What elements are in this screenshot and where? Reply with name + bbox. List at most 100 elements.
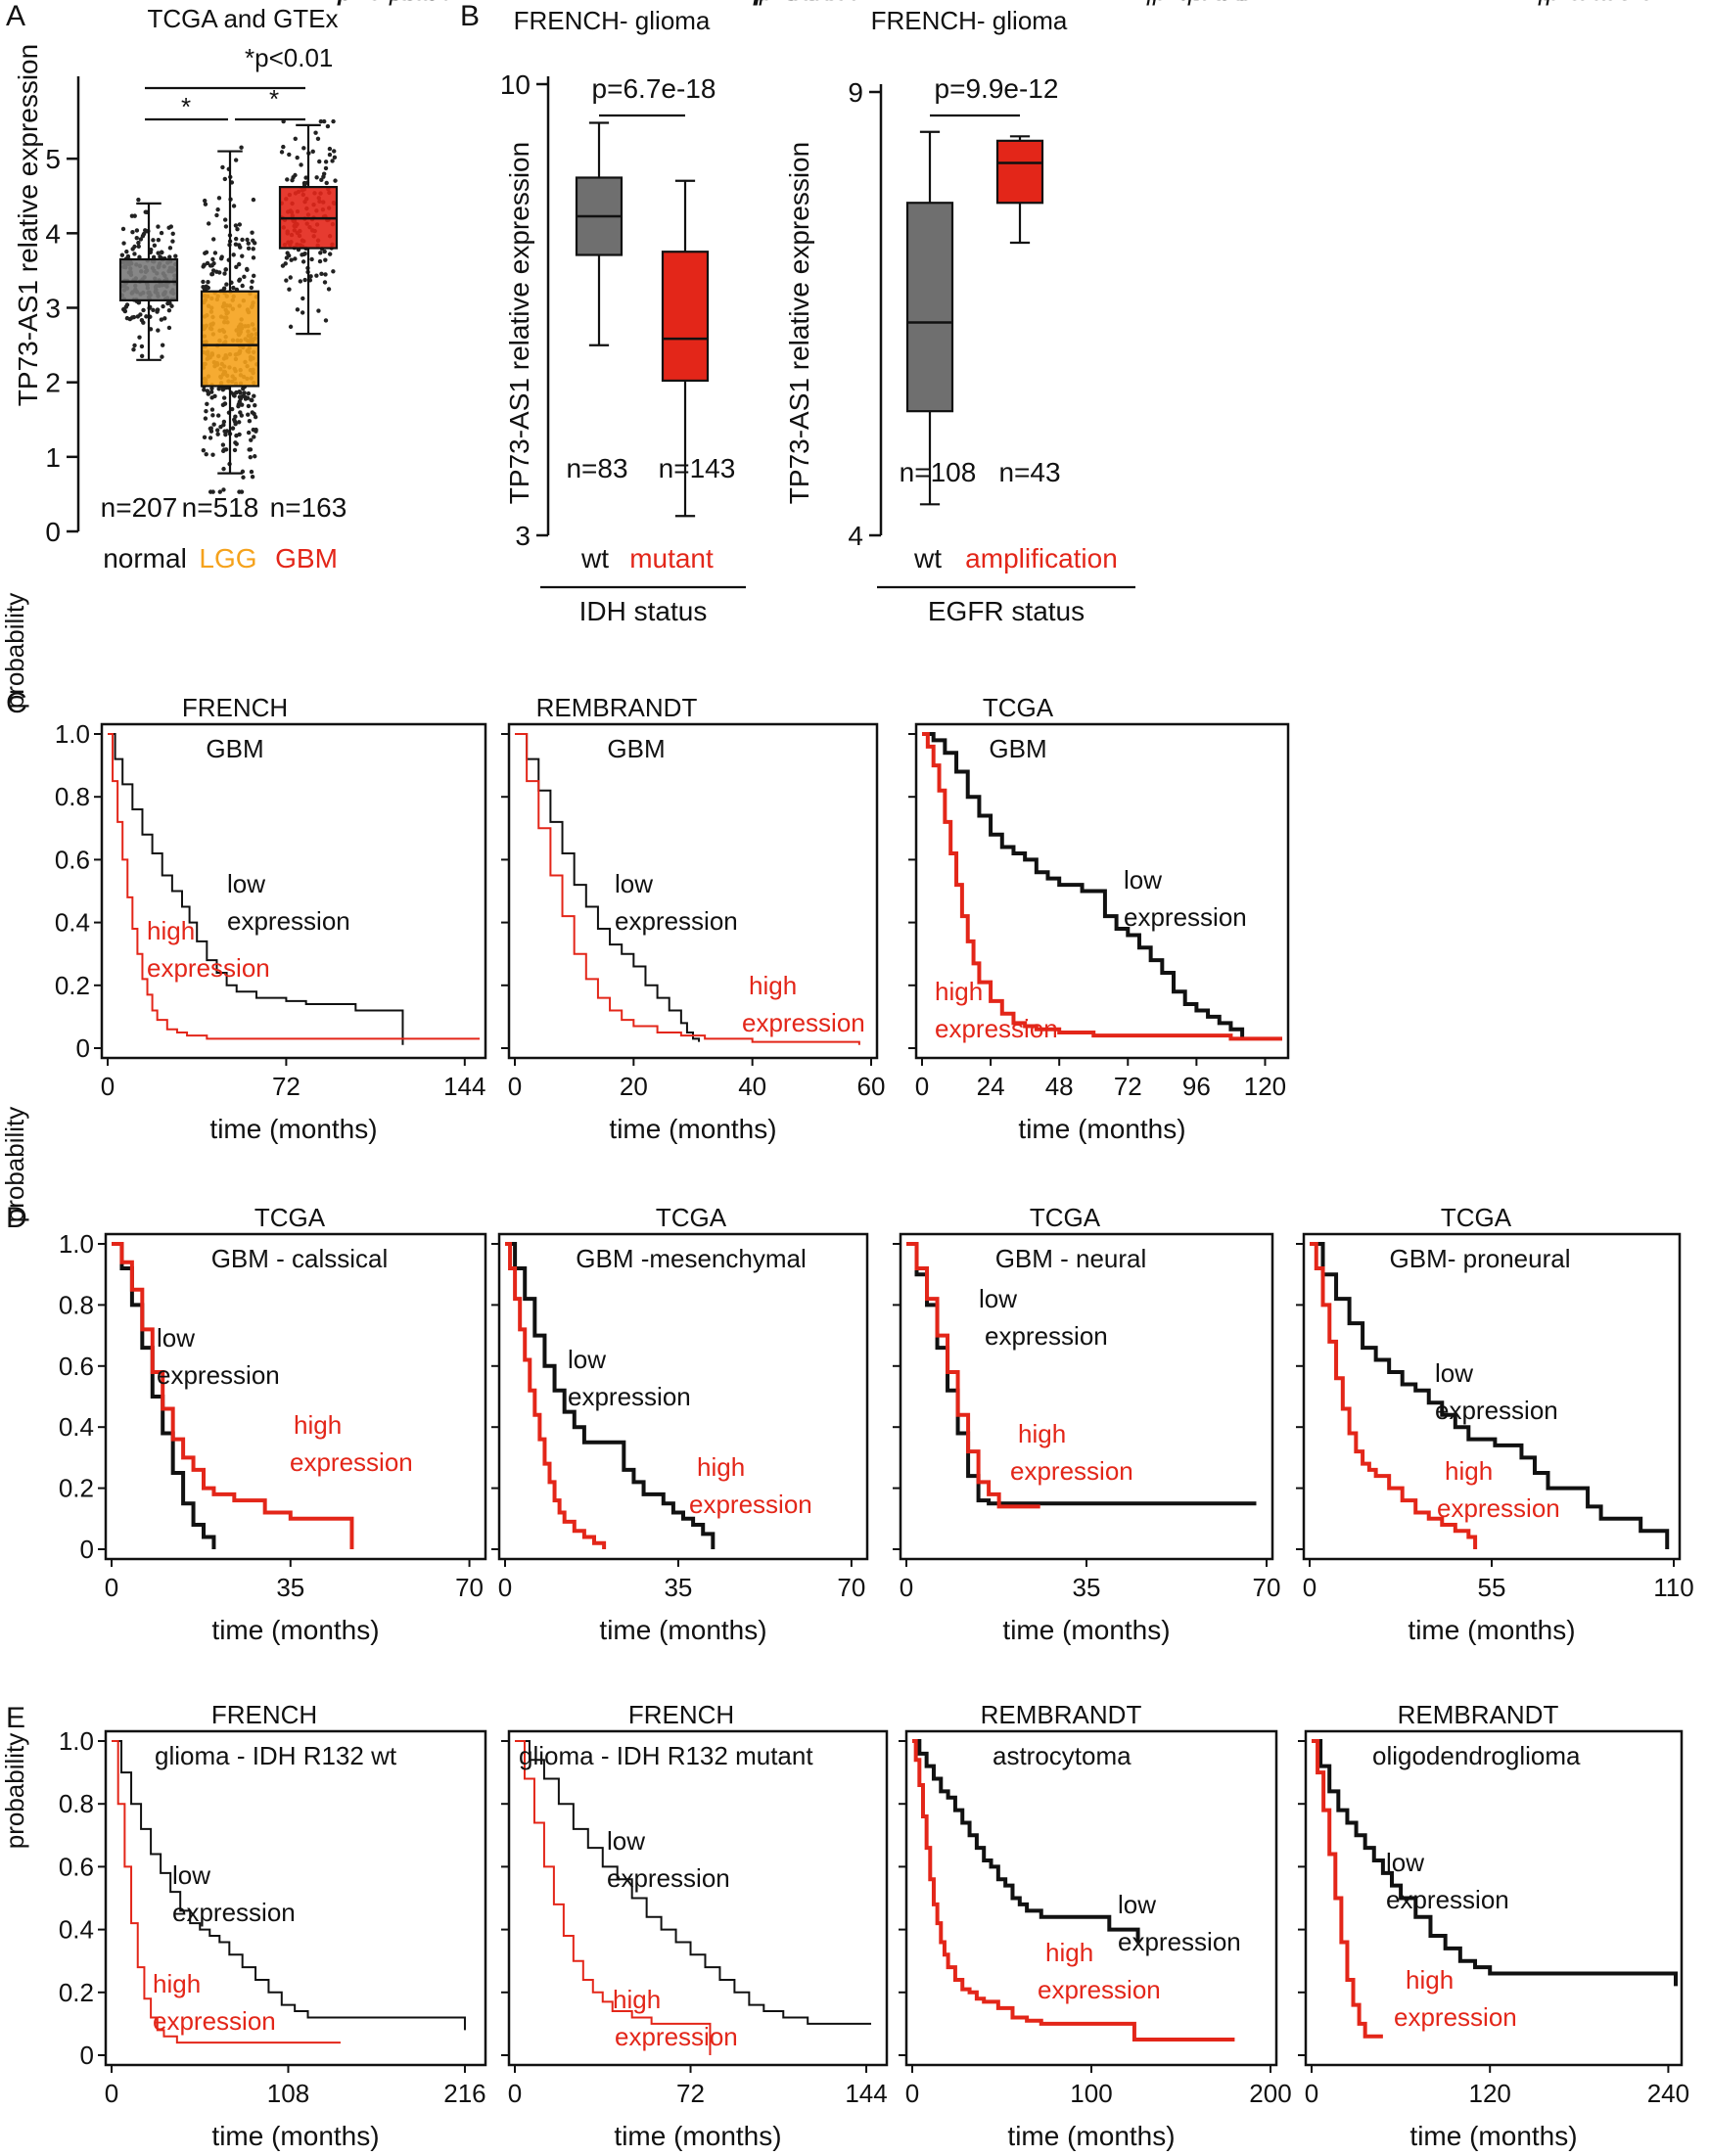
p-value-label: p=3.4e-7 [1152,0,1254,6]
data-point [209,271,215,277]
data-point [246,246,252,251]
y-tick-label: 0.8 [59,1789,94,1818]
plot-title: TCGA [1441,1203,1512,1232]
data-point [220,164,225,170]
panel-letter-b: B [460,0,480,32]
plot-title: FRENCH [628,1700,734,1729]
data-point [236,261,242,267]
n-label: n=163 [270,492,347,523]
data-point [210,489,215,494]
data-point [250,410,254,415]
high-expression-curve [1312,1739,1383,2039]
data-point [156,251,161,255]
plot-subtitle: glioma - IDH R132 wt [155,1741,397,1770]
high-expression-curve [505,1242,607,1549]
p-value-label: p=0.014 [753,0,847,6]
n-label: n=83 [566,453,627,483]
low-label: low [157,1323,195,1353]
data-point [231,252,236,257]
data-point [206,285,210,291]
data-point [242,274,247,280]
low-label: low [227,869,265,898]
plot-subtitle: oligodendroglioma [1372,1741,1581,1770]
y-tick-label: 4 [45,218,61,249]
p-value-prefix: p [389,0,403,6]
data-point [151,307,156,313]
x-axis-label: time (months) [211,1615,379,1645]
high-expression-label: expression [689,1490,812,1519]
data-point [241,475,246,480]
x-tick-label: 35 [664,1573,692,1602]
data-point [124,249,129,254]
plot-subtitle: astrocytoma [993,1741,1132,1770]
data-point [317,258,323,264]
data-point [138,237,144,242]
panel-b-title-1: FRENCH- glioma [871,6,1068,35]
plot-frame [100,722,487,1060]
p-value-label: p=0.0128 [1546,0,1653,6]
data-point [205,260,210,266]
y-tick-label: 3 [515,521,531,551]
category-label: normal [103,543,187,573]
data-point [236,403,241,409]
category-label: LGG [199,543,256,573]
data-point [302,277,307,283]
data-point [121,241,126,246]
sig-label-top: *p<0.01 [245,43,333,72]
high-label: high [935,977,983,1006]
p-value-label: p=4.3e-6 [759,0,860,6]
p-value-number: =0.1 [403,0,453,6]
p-value-prefix: p [1538,0,1552,6]
data-point [246,390,252,396]
data-point [217,270,222,275]
data-point [251,427,255,433]
data-point [218,256,224,261]
n-label: n=43 [998,457,1060,487]
data-point [230,426,236,431]
data-point [331,118,336,124]
data-point [322,280,328,285]
x-axis-label: time (months) [1408,1615,1575,1645]
data-point [122,308,127,313]
data-point [216,387,221,391]
n-label: n=108 [900,457,977,487]
plot-subtitle: GBM [607,734,665,763]
data-point [123,304,128,309]
n-label: n=58 [756,0,813,6]
data-point [251,197,256,203]
plot-frame [904,1729,1278,2067]
low-expression-label: expression [1118,1927,1241,1956]
panel-c-ylabel: probability [0,593,29,710]
data-point [233,236,239,242]
data-point [166,307,172,313]
y-tick-label: 0 [80,2041,94,2070]
low-expression-label: expression [985,1321,1108,1351]
data-point [301,146,306,151]
x-tick-label: 55 [1478,1573,1506,1602]
data-point [120,226,126,232]
data-point [332,149,337,154]
data-point [231,285,236,291]
n-label: n=207 [101,492,178,523]
data-point [210,256,215,262]
data-point [281,144,286,150]
data-point [285,177,290,182]
low-expression-label: expression [1435,1396,1558,1425]
data-point [295,307,300,312]
x-axis-label: time (months) [1018,1114,1185,1144]
data-point [220,442,226,447]
data-point [221,286,227,291]
plot-title: TCGA [254,1203,326,1232]
y-tick-label: 0.2 [55,971,90,1000]
data-point [132,213,137,218]
high-expression-curve [515,1740,712,2055]
data-point [206,391,211,396]
data-point [214,212,219,218]
data-point [287,287,292,292]
data-point [284,278,289,283]
data-point [322,249,327,254]
data-point [321,118,327,124]
low-expression-label: expression [568,1382,691,1411]
data-point [232,391,237,396]
